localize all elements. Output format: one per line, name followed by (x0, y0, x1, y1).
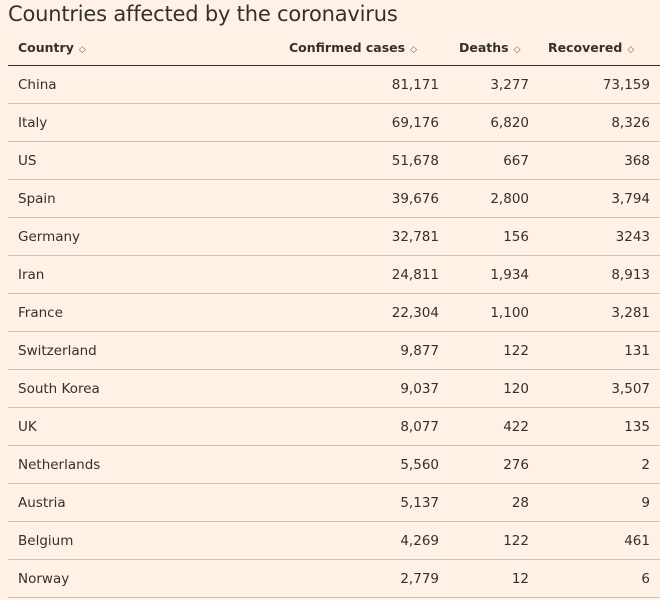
table-row: China 81,171 3,277 73,159 (8, 65, 660, 104)
cell-deaths: 2,800 (447, 179, 537, 218)
table-row: Netherlands 5,560 276 2 (8, 445, 660, 484)
sort-icon[interactable]: ◇ (78, 44, 86, 55)
sort-icon[interactable]: ◇ (513, 44, 521, 55)
table-row: US 51,678 667 368 (8, 141, 660, 180)
table-row: Belgium 4,269 122 461 (8, 521, 660, 560)
cell-confirmed-cases: 9,037 (280, 369, 447, 408)
cell-confirmed-cases: 24,811 (280, 255, 447, 294)
cell-recovered: 3,507 (537, 369, 660, 408)
cell-recovered: 461 (537, 521, 660, 560)
sort-icon[interactable]: ◇ (627, 44, 635, 55)
column-header-label: Recovered (548, 39, 623, 55)
cell-deaths: 3,277 (447, 65, 537, 104)
cell-confirmed-cases: 39,676 (280, 179, 447, 218)
cell-deaths: 6,820 (447, 103, 537, 142)
cell-deaths: 667 (447, 141, 537, 180)
sort-icon[interactable]: ◇ (410, 44, 418, 55)
table-row: Austria 5,137 28 9 (8, 483, 660, 522)
table-header-row: Country ◇ Confirmed cases ◇ Deaths ◇ Recove… (8, 29, 660, 66)
page-title: Countries affected by the coronavirus (8, 2, 398, 26)
table-row: South Korea 9,037 120 3,507 (8, 369, 660, 408)
table-row: Norway 2,779 12 6 (8, 559, 660, 598)
column-header-recovered[interactable]: Recovered ◇ (537, 29, 660, 66)
cell-confirmed-cases: 5,560 (280, 445, 447, 484)
cell-country: France (8, 293, 280, 332)
cell-deaths: 1,934 (447, 255, 537, 294)
cell-country: UK (8, 407, 280, 446)
column-header-label: Deaths (459, 39, 509, 55)
cell-recovered: 131 (537, 331, 660, 370)
cell-country: China (8, 65, 280, 104)
cell-deaths: 276 (447, 445, 537, 484)
cell-confirmed-cases: 69,176 (280, 103, 447, 142)
cell-country: Belgium (8, 521, 280, 560)
column-header-deaths[interactable]: Deaths ◇ (447, 29, 537, 66)
cell-country: Netherlands (8, 445, 280, 484)
cell-confirmed-cases: 81,171 (280, 65, 447, 104)
cell-deaths: 422 (447, 407, 537, 446)
cell-country: US (8, 141, 280, 180)
cell-deaths: 122 (447, 331, 537, 370)
cell-country: South Korea (8, 369, 280, 408)
cell-recovered: 3,794 (537, 179, 660, 218)
table-row: Switzerland 9,877 122 131 (8, 331, 660, 370)
column-header-confirmed-cases[interactable]: Confirmed cases ◇ (280, 29, 447, 66)
cell-recovered: 8,913 (537, 255, 660, 294)
cell-recovered: 368 (537, 141, 660, 180)
cell-country: Iran (8, 255, 280, 294)
cell-recovered: 73,159 (537, 65, 660, 104)
column-header-label: Confirmed cases (289, 39, 406, 55)
cell-recovered: 3243 (537, 217, 660, 256)
cell-deaths: 28 (447, 483, 537, 522)
cell-confirmed-cases: 8,077 (280, 407, 447, 446)
table-row: Spain 39,676 2,800 3,794 (8, 179, 660, 218)
cell-recovered: 2 (537, 445, 660, 484)
cell-recovered: 3,281 (537, 293, 660, 332)
cell-confirmed-cases: 4,269 (280, 521, 447, 560)
cell-country: Germany (8, 217, 280, 256)
cell-country: Spain (8, 179, 280, 218)
cell-recovered: 135 (537, 407, 660, 446)
table-row: Germany 32,781 156 3243 (8, 217, 660, 256)
cell-confirmed-cases: 51,678 (280, 141, 447, 180)
countries-table: Country ◇ Confirmed cases ◇ Deaths ◇ Recove… (8, 29, 660, 598)
cell-recovered: 8,326 (537, 103, 660, 142)
cell-country: Austria (8, 483, 280, 522)
cell-recovered: 9 (537, 483, 660, 522)
cell-country: Switzerland (8, 331, 280, 370)
cell-deaths: 12 (447, 559, 537, 598)
cell-confirmed-cases: 9,877 (280, 331, 447, 370)
table-row: Italy 69,176 6,820 8,326 (8, 103, 660, 142)
cell-deaths: 156 (447, 217, 537, 256)
table-row: France 22,304 1,100 3,281 (8, 293, 660, 332)
cell-country: Italy (8, 103, 280, 142)
cell-deaths: 1,100 (447, 293, 537, 332)
cell-deaths: 122 (447, 521, 537, 560)
cell-deaths: 120 (447, 369, 537, 408)
cell-recovered: 6 (537, 559, 660, 598)
cell-confirmed-cases: 32,781 (280, 217, 447, 256)
column-header-label: Country (18, 39, 74, 55)
table-row: Iran 24,811 1,934 8,913 (8, 255, 660, 294)
cell-confirmed-cases: 22,304 (280, 293, 447, 332)
column-header-country[interactable]: Country ◇ (8, 29, 280, 66)
cell-confirmed-cases: 5,137 (280, 483, 447, 522)
cell-confirmed-cases: 2,779 (280, 559, 447, 598)
cell-country: Norway (8, 559, 280, 598)
table-row: UK 8,077 422 135 (8, 407, 660, 446)
